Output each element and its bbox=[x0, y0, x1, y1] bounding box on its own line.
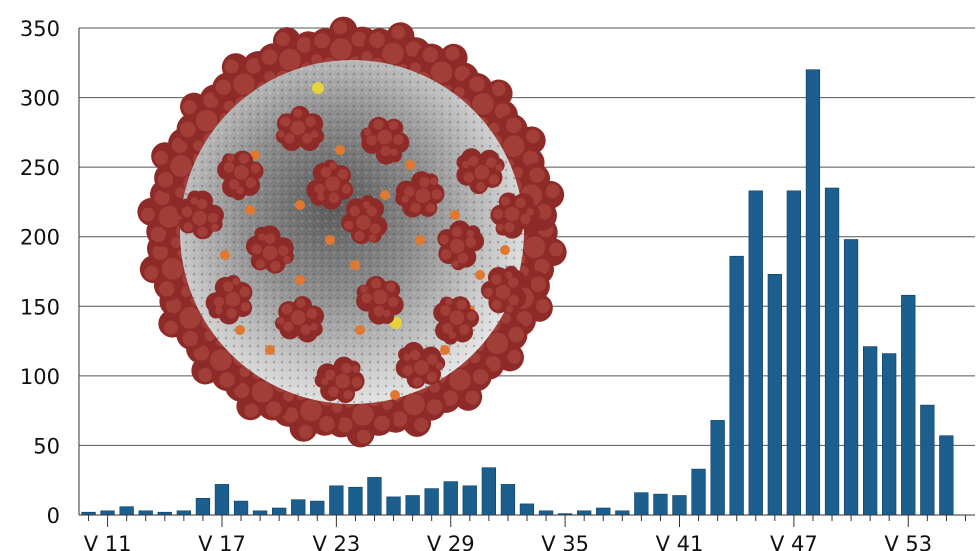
bar bbox=[843, 239, 859, 516]
bar bbox=[195, 497, 211, 516]
bar bbox=[271, 507, 287, 516]
x-tick-label: V 23 bbox=[312, 532, 360, 551]
y-tick-label: 0 bbox=[47, 504, 60, 528]
bar bbox=[653, 493, 668, 516]
bar bbox=[233, 500, 249, 516]
bar bbox=[576, 510, 592, 516]
y-axis-ticks: 0 50 100 150 200 250 300 350 bbox=[20, 17, 60, 528]
bar bbox=[691, 468, 706, 516]
bar bbox=[386, 496, 401, 516]
bar bbox=[748, 190, 763, 516]
bar bbox=[881, 353, 897, 516]
bar bbox=[443, 481, 458, 516]
x-tick-label: V 41 bbox=[656, 532, 704, 551]
x-tick-label: V 11 bbox=[84, 532, 132, 551]
bar bbox=[405, 495, 420, 516]
x-axis-ticks: V 11 V 17 V 23 V 29 V 35 V 41 V 47 V 53 bbox=[84, 515, 966, 551]
bar bbox=[367, 477, 382, 516]
bar bbox=[767, 273, 782, 516]
coronavirus-illustration bbox=[137, 16, 567, 448]
bar bbox=[596, 507, 611, 516]
bar bbox=[214, 484, 230, 516]
bar bbox=[538, 510, 554, 516]
bar bbox=[176, 510, 191, 516]
bar bbox=[500, 484, 516, 516]
bar bbox=[100, 510, 115, 516]
y-tick-label: 300 bbox=[20, 87, 60, 111]
bar bbox=[672, 495, 687, 516]
bar bbox=[138, 510, 153, 516]
y-tick-label: 350 bbox=[20, 17, 60, 41]
bar bbox=[252, 510, 268, 516]
x-tick-label: V 35 bbox=[541, 532, 589, 551]
bar bbox=[348, 486, 363, 516]
bar bbox=[920, 404, 935, 516]
bar bbox=[710, 420, 725, 516]
bar bbox=[310, 500, 325, 516]
bars bbox=[81, 69, 954, 516]
x-tick-label: V 17 bbox=[198, 532, 246, 551]
bar bbox=[329, 485, 344, 516]
bar bbox=[862, 346, 878, 516]
bar bbox=[805, 69, 821, 516]
bar bbox=[634, 492, 649, 516]
y-tick-label: 150 bbox=[20, 295, 60, 319]
bar bbox=[729, 255, 744, 516]
x-tick-label: V 53 bbox=[884, 532, 932, 551]
bar bbox=[119, 506, 134, 516]
bar bbox=[824, 187, 840, 516]
y-tick-label: 50 bbox=[33, 434, 60, 458]
bar bbox=[901, 294, 916, 516]
bar bbox=[424, 488, 439, 516]
x-tick-label: V 47 bbox=[770, 532, 818, 551]
bar bbox=[786, 190, 801, 516]
x-tick-label: V 29 bbox=[427, 532, 475, 551]
bar bbox=[615, 510, 630, 516]
bar bbox=[462, 485, 477, 516]
y-tick-label: 100 bbox=[20, 365, 60, 389]
bar bbox=[939, 435, 954, 516]
bar bbox=[519, 503, 535, 516]
bar bbox=[481, 467, 496, 516]
y-tick-label: 250 bbox=[20, 156, 60, 180]
bar bbox=[291, 499, 306, 516]
y-tick-label: 200 bbox=[20, 226, 60, 250]
